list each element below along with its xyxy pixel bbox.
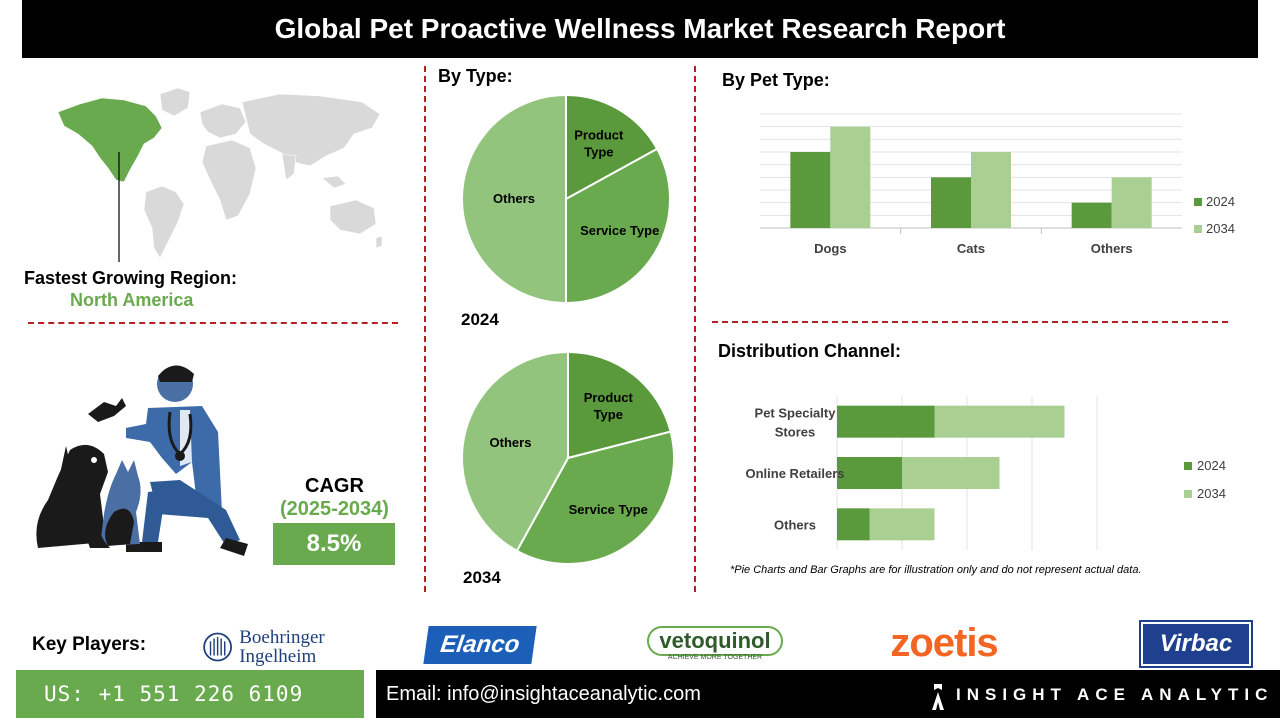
- insight-ace-mark-icon: [932, 684, 944, 710]
- divider-region: [28, 322, 398, 324]
- elanco-logo-text: Elanco: [438, 631, 522, 658]
- pie-label-others: Others: [490, 435, 532, 450]
- bar-others-2024: [1071, 202, 1112, 228]
- bar-cats-2024: [931, 177, 971, 228]
- legend-swatch-2024: [1184, 462, 1192, 470]
- divider-left: [424, 66, 426, 592]
- x-tick-label: Dogs: [814, 241, 847, 256]
- bar-pet-specialty-stores-2034: [934, 405, 1065, 438]
- legend-label-2024: 2024: [1197, 458, 1226, 473]
- legend-swatch-2034: [1184, 490, 1192, 498]
- boehringer-emblem-icon: [203, 632, 232, 662]
- pie-slice-product-type: [567, 350, 672, 460]
- cagr-value: 8.5%: [273, 523, 395, 565]
- y-tick-label: Pet Specialty Stores: [755, 406, 837, 440]
- distribution-title: Distribution Channel:: [718, 341, 901, 361]
- vet-with-pets-illustration: [36, 365, 248, 556]
- cagr-years: (2025-2034): [280, 498, 389, 520]
- brand-name: INSIGHT ACE ANALYTIC: [956, 685, 1274, 704]
- zoetis-logo: zoetis: [888, 618, 1000, 668]
- pie-label-product-type: Product Type: [574, 127, 624, 159]
- pie-slice-product-type: [565, 93, 659, 201]
- legend-swatch-2034: [1194, 225, 1202, 233]
- email-address: Email: info@insightaceanalytic.com: [376, 670, 1280, 718]
- bar-chart-distribution: Pet Specialty Stores Online Retailers Other…: [746, 396, 1226, 550]
- pie-year-2034: 2034: [463, 568, 501, 587]
- y-tick-label: Online Retailers: [746, 466, 845, 481]
- pie-slice-service-type: [515, 430, 675, 565]
- bar-pet-specialty-stores-2024: [837, 405, 935, 438]
- vetoquinol-logo-text: vetoquinol: [647, 625, 783, 656]
- pie-chart-2034: Product Type Service Type Others: [461, 350, 675, 565]
- bar-others-2034: [869, 508, 935, 541]
- legend-label-2024: 2024: [1206, 194, 1235, 209]
- x-tick-label: Cats: [957, 241, 985, 256]
- region-value: North America: [70, 290, 194, 310]
- bar-dogs-2024: [790, 152, 831, 228]
- bar-others-2034: [1111, 177, 1152, 228]
- boehringer-ingelheim-logo: Boehringer Ingelheim: [202, 624, 358, 670]
- zoetis-logo-text: zoetis: [890, 620, 998, 665]
- bar-chart-pet-type: Dogs Cats Others 2024 2034: [760, 113, 1235, 256]
- by-pet-type-title: By Pet Type:: [722, 70, 830, 90]
- y-tick-label: Others: [774, 517, 816, 532]
- legend-label-2034: 2034: [1197, 486, 1226, 501]
- divider-charts: [712, 321, 1228, 323]
- bar-cats-2034: [971, 152, 1011, 228]
- world-map: [57, 87, 383, 262]
- pie-slice-others: [461, 350, 569, 553]
- virbac-logo-text: Virbac: [1159, 630, 1233, 657]
- pie-label-service-type: Service Type: [569, 502, 648, 517]
- by-type-title: By Type:: [438, 66, 513, 86]
- vetoquinol-logo: vetoquinol ACHIEVE MORE TOGETHER: [638, 620, 792, 666]
- x-tick-label: Others: [1091, 241, 1133, 256]
- elanco-logo: Elanco: [423, 626, 537, 664]
- footnote: *Pie Charts and Bar Graphs are for illus…: [730, 564, 1142, 576]
- pie-slice-others: [461, 93, 567, 305]
- bar-dogs-2034: [830, 126, 871, 228]
- region-label: Fastest Growing Region:: [24, 268, 238, 288]
- divider-right: [694, 66, 696, 592]
- bar-online-retailers-2024: [837, 457, 902, 489]
- pie-slice-service-type: [565, 147, 671, 305]
- key-players-label: Key Players:: [32, 634, 147, 655]
- pie-label-others: Others: [493, 191, 535, 206]
- legend-swatch-2024: [1194, 198, 1202, 206]
- brand: INSIGHT ACE ANALYTIC: [930, 680, 1273, 710]
- boehringer-logo-text: Boehringer Ingelheim: [239, 627, 325, 667]
- cagr-label: CAGR: [305, 475, 364, 497]
- bar-others-2024: [837, 508, 870, 541]
- north-america-highlight: [57, 97, 163, 183]
- pie-label-service-type: Service Type: [580, 223, 659, 238]
- phone-number: US: +1 551 226 6109: [16, 670, 364, 718]
- pie-chart-2024: Product Type Service Type Others: [461, 93, 671, 305]
- virbac-logo: Virbac: [1139, 620, 1253, 668]
- legend-label-2034: 2034: [1206, 221, 1235, 236]
- vetoquinol-tagline: ACHIEVE MORE TOGETHER: [667, 653, 763, 661]
- pie-label-product-type: Product Type: [584, 390, 634, 422]
- bar-online-retailers-2034: [902, 457, 1000, 489]
- pie-year-2024: 2024: [461, 310, 499, 329]
- page-title: Global Pet Proactive Wellness Market Res…: [22, 0, 1258, 58]
